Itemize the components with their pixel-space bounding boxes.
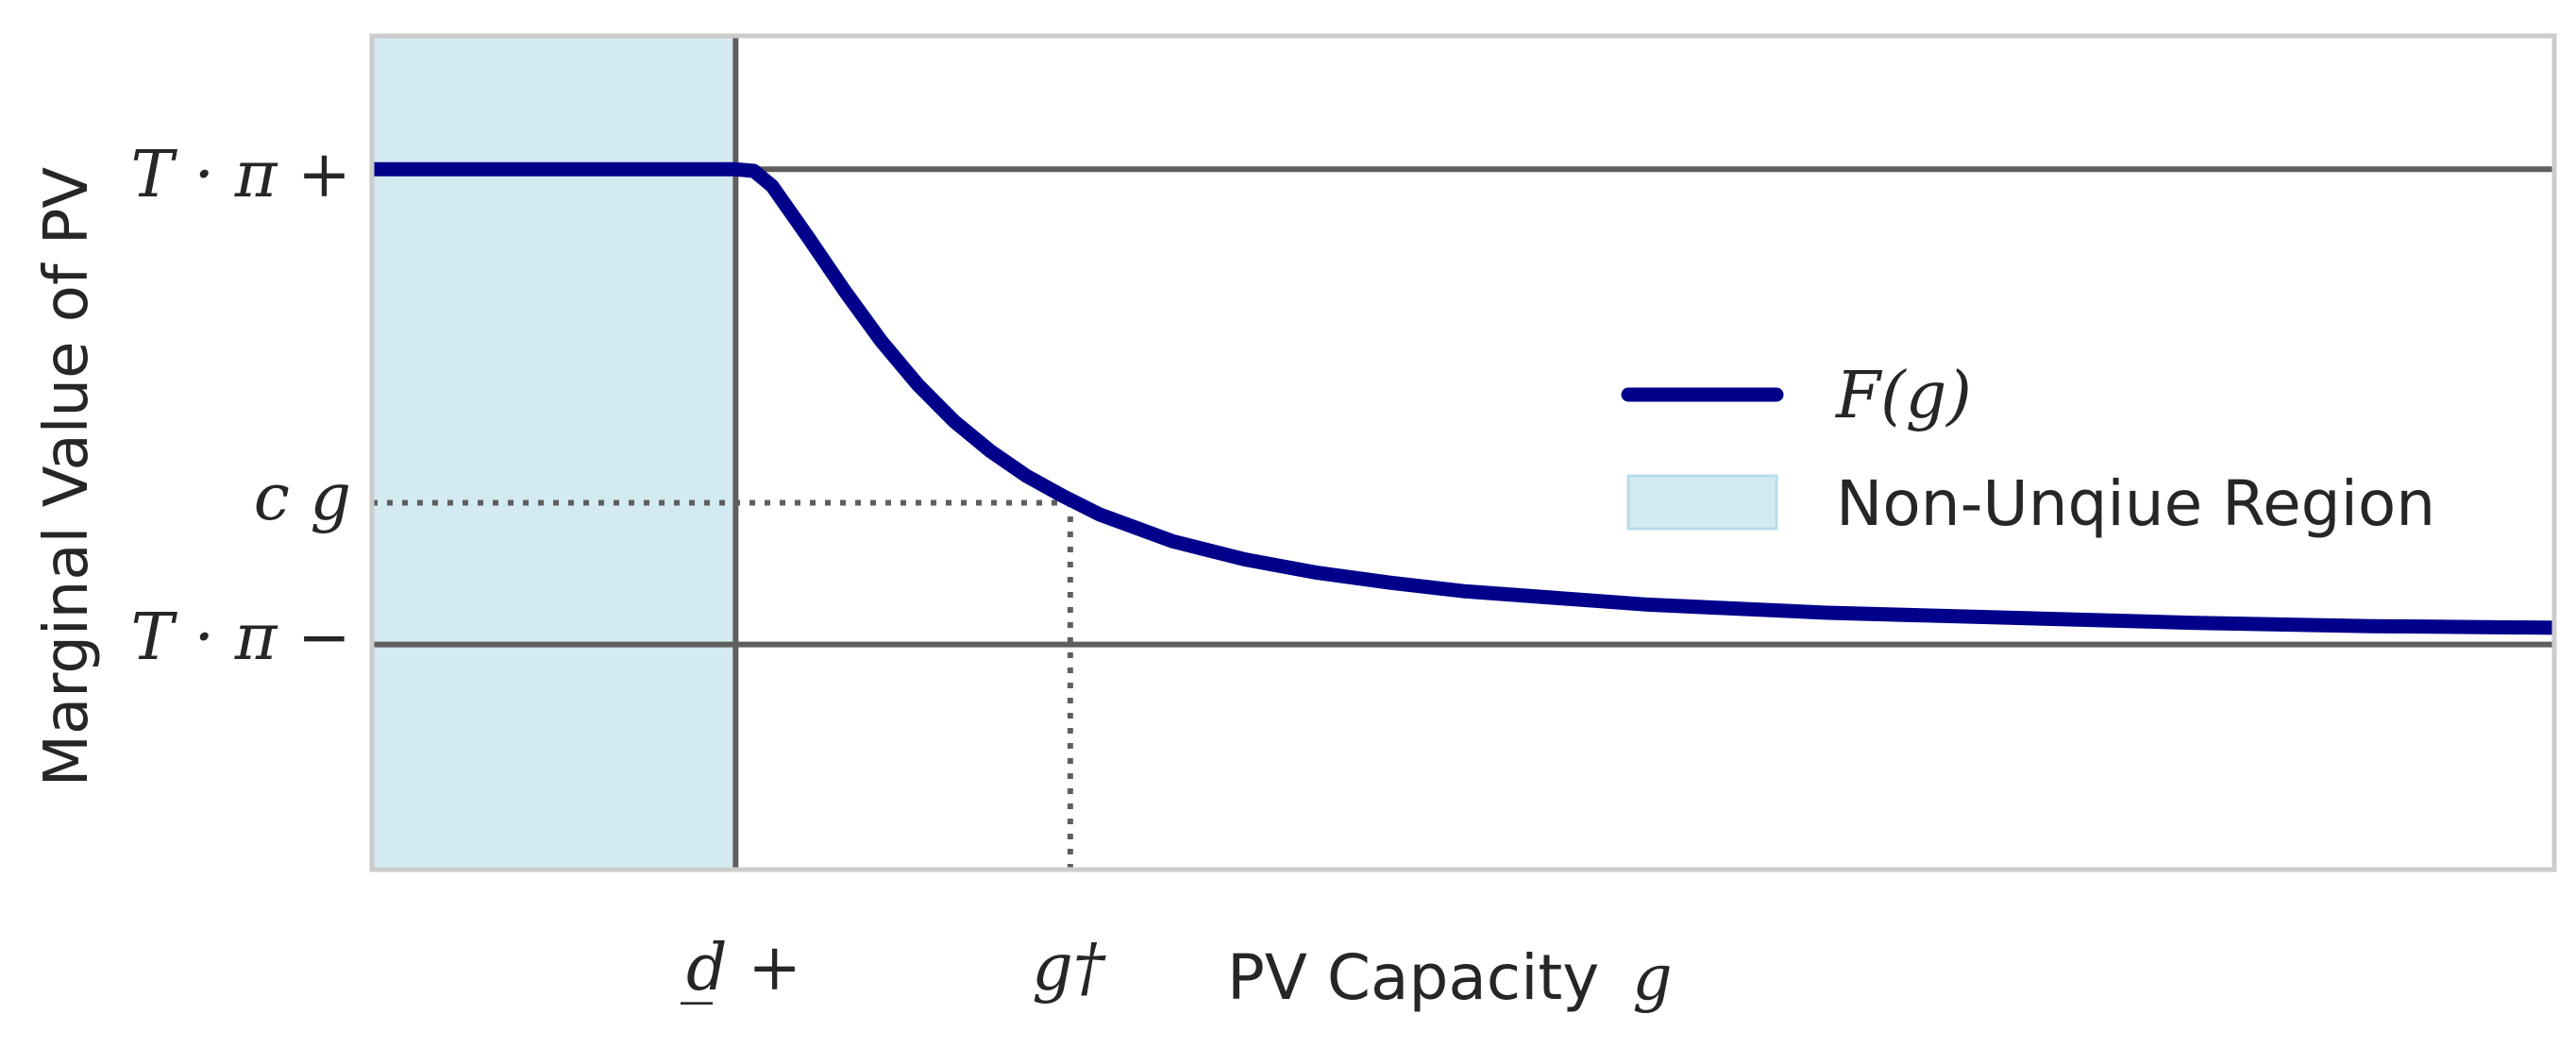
plot-area [369, 33, 2557, 872]
x-tick-g: g† [1032, 931, 1106, 1006]
x-tick-label-g-dagger: g† [1032, 931, 1106, 1006]
x-axis-label-text: PV Capacity [1227, 941, 1599, 1014]
x-axis-label-var: g [1632, 941, 1672, 1014]
y-axis-label: Marginal Value of PV [32, 167, 102, 787]
x-axis-label: PV Capacity g [1227, 941, 1673, 1014]
legend-shade-swatch [1626, 474, 1778, 531]
non-unique-region [372, 36, 736, 870]
legend: F(g) Non-Unqiue Region [1621, 359, 2435, 540]
x-tick-d: d̲ + [681, 931, 801, 1006]
y-tick-label-c-g: c g [254, 461, 351, 535]
x-tick-label-d-plus: d̲ + [681, 931, 801, 1006]
y-tick-label-t-pi-minus: T · π − [131, 600, 351, 675]
plot-frame [369, 33, 2557, 872]
legend-label-f-g: F(g) [1834, 359, 1972, 433]
y-tick-label-t-pi-plus: T · π + [131, 138, 351, 212]
series-line-f-g [372, 161, 2555, 635]
legend-label-non-unique-region: Non-Unqiue Region [1836, 467, 2435, 540]
